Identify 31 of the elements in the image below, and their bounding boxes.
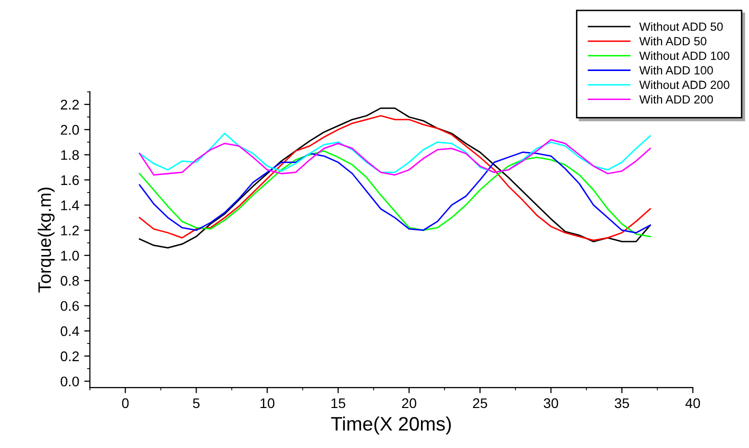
legend-label: Without ADD 200 — [639, 80, 730, 90]
x-tick-label: 10 — [260, 398, 274, 408]
y-tick-label: 2.2 — [60, 100, 79, 110]
legend-label: With ADD 100 — [639, 66, 713, 74]
y-tick-label: 0.6 — [60, 301, 79, 311]
y-tick-label: 1.2 — [61, 226, 79, 236]
y-tick-label: 1.8 — [61, 150, 79, 160]
x-tick-label: 30 — [544, 398, 558, 408]
line-series — [138, 132, 651, 174]
y-tick-label: 0.4 — [60, 326, 80, 336]
legend-label: With ADD 50 — [639, 36, 706, 46]
x-axis-title: Time(X 20ms) — [331, 416, 451, 435]
legend-label: Without ADD 50 — [639, 22, 723, 31]
x-tick-label: 0 — [122, 398, 129, 408]
y-tick-label: 0.8 — [60, 276, 79, 286]
y-tick-label: 1.6 — [61, 175, 79, 186]
x-tick-label: 20 — [402, 398, 416, 408]
legend-label: With ADD 200 — [639, 94, 713, 104]
y-axis-title: Torque(kg.m) — [38, 188, 55, 292]
y-tick-label: 0.2 — [60, 351, 79, 362]
x-tick-label: 25 — [472, 398, 488, 408]
legend-label: Without ADD 100 — [639, 51, 730, 60]
y-tick-label: 2.0 — [60, 124, 79, 135]
x-tick-label: 40 — [685, 398, 700, 408]
x-tick-label: 15 — [331, 398, 346, 408]
x-tick-label: 35 — [614, 398, 630, 408]
y-tick-label: 0.0 — [60, 376, 79, 386]
line-series — [138, 138, 651, 176]
y-tick-label: 1.4 — [61, 200, 80, 210]
y-tick-label: 1.0 — [61, 250, 79, 261]
x-tick-label: 5 — [192, 398, 200, 408]
